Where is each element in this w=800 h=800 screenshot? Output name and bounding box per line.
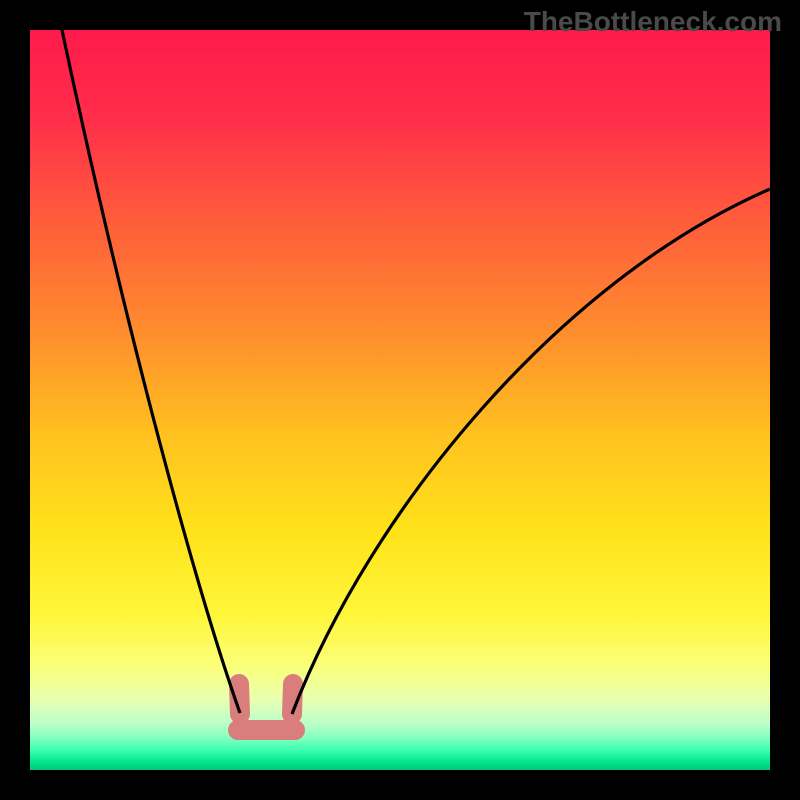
chart-svg: [0, 0, 800, 800]
plot-background: [30, 30, 770, 770]
chart-container: TheBottleneck.com: [0, 0, 800, 800]
watermark-label: TheBottleneck.com: [524, 6, 782, 38]
